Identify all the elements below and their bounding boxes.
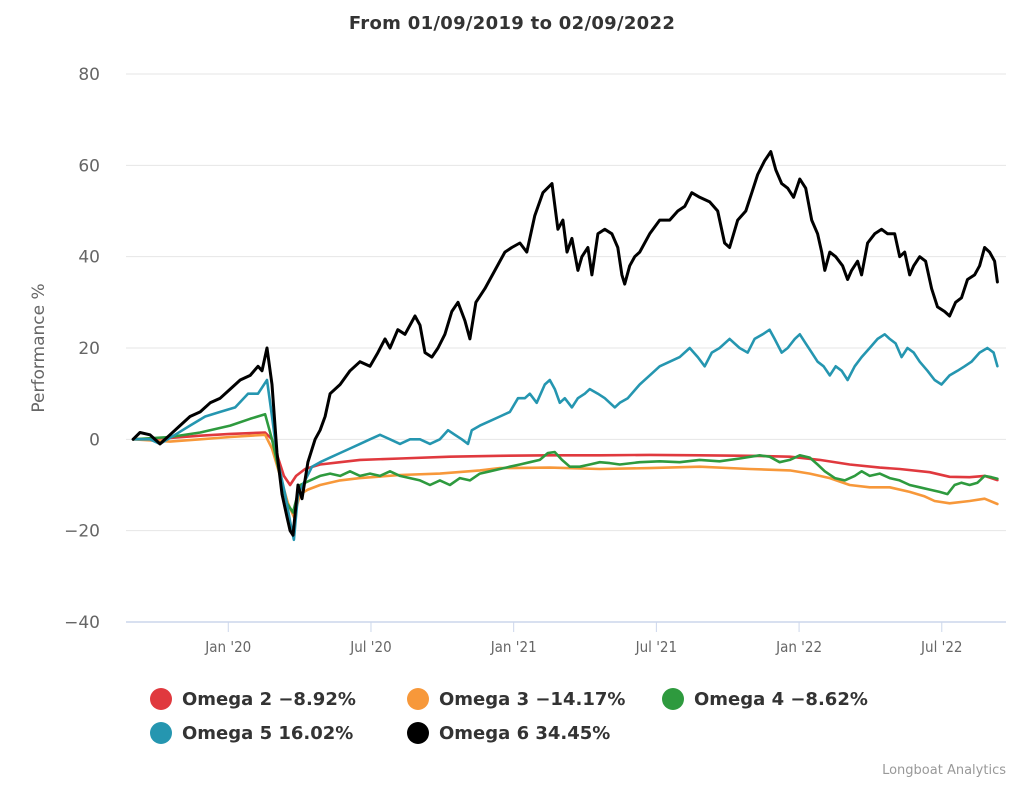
legend-marker-icon — [150, 722, 172, 744]
gridlines — [126, 73, 1006, 532]
x-tick-label: Jan '20 — [204, 638, 251, 656]
y-tick-label: 0 — [89, 430, 100, 450]
legend-item-omega-4[interactable]: Omega 4 −8.62% — [662, 688, 868, 710]
series-line-omega-5[interactable] — [131, 328, 999, 542]
y-tick-label: 40 — [78, 248, 100, 268]
legend-label: Omega 4 −8.62% — [694, 688, 868, 710]
legend-marker-icon — [662, 688, 684, 710]
y-tick-label: −20 — [64, 522, 100, 542]
x-tick-label: Jul '21 — [635, 638, 677, 656]
legend-marker-icon — [407, 722, 429, 744]
legend-label: Omega 6 34.45% — [439, 722, 611, 744]
legend-label: Omega 5 16.02% — [182, 722, 354, 744]
y-tick-label: −40 — [64, 613, 100, 633]
y-tick-label: 20 — [78, 339, 100, 359]
y-axis-ticks: 80 60 40 20 0 −20 −40 — [64, 65, 100, 633]
x-tick-label: Jan '22 — [775, 638, 822, 656]
x-tick-label: Jul '20 — [349, 638, 391, 656]
series-lines — [131, 150, 999, 542]
chart-title: From 01/09/2019 to 02/09/2022 — [348, 13, 676, 34]
x-tick-label: Jul '22 — [920, 638, 962, 656]
x-axis-ticks: Jan '20 Jul '20 Jan '21 Jul '21 Jan '22 Jul '… — [204, 622, 963, 656]
legend-marker-icon — [407, 688, 429, 710]
series-line-omega-2[interactable] — [131, 431, 999, 487]
y-tick-label: 60 — [78, 156, 100, 176]
legend-label: Omega 3 −14.17% — [439, 688, 626, 710]
series-line-omega-4[interactable] — [131, 412, 999, 514]
legend-item-omega-2[interactable]: Omega 2 −8.92% — [150, 688, 356, 710]
legend-label: Omega 2 −8.92% — [182, 688, 356, 710]
y-axis-label: Performance % — [29, 283, 49, 412]
legend-item-omega-6[interactable]: Omega 6 34.45% — [407, 722, 610, 744]
credits-link[interactable]: Longboat Analytics — [882, 763, 1006, 778]
x-tick-label: Jan '21 — [490, 638, 537, 656]
legend-item-omega-5[interactable]: Omega 5 16.02% — [150, 722, 353, 744]
y-tick-label: 80 — [78, 65, 100, 85]
series-line-omega-6[interactable] — [131, 150, 999, 537]
legend-item-omega-3[interactable]: Omega 3 −14.17% — [407, 688, 625, 710]
legend-marker-icon — [150, 688, 172, 710]
